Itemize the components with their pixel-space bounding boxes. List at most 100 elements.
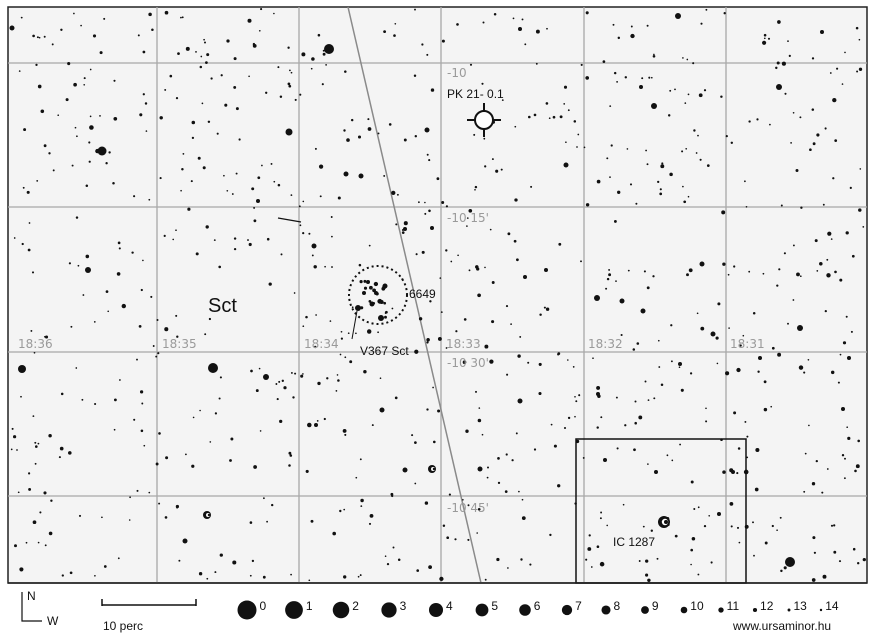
star [116,272,121,276]
star [705,8,708,11]
star [252,42,256,46]
star [428,159,431,162]
star [324,265,326,268]
star [112,181,115,185]
star [331,235,333,238]
star [656,557,659,560]
star [477,466,483,472]
star [592,357,594,360]
star [559,115,563,119]
star [343,171,349,177]
star [650,76,653,79]
star [574,395,576,398]
star [416,569,420,572]
star [301,52,306,57]
star [107,310,110,313]
star [647,463,649,465]
star [113,116,118,121]
star [367,127,372,131]
star [128,519,131,521]
star [548,117,551,120]
star [232,560,237,565]
star [787,40,789,42]
star [796,272,800,277]
star [258,367,261,370]
star [413,74,417,78]
star [164,327,169,332]
star [538,391,542,396]
star [855,26,859,30]
star [249,574,252,577]
open-cluster-icon[interactable] [348,265,408,325]
nebula-icon[interactable] [658,516,670,528]
star [289,69,291,72]
star [208,317,212,321]
star [377,132,380,135]
star [141,402,144,405]
star [331,266,333,268]
star [119,379,121,381]
star [39,511,42,514]
planetary-nebula-icon[interactable] [467,103,501,137]
star [850,330,853,333]
star [729,502,734,506]
star [578,394,581,397]
star [613,71,617,75]
star [841,453,845,457]
star [728,327,730,329]
star [233,247,237,251]
star [202,166,206,170]
star [180,16,182,19]
star [710,561,713,564]
star [788,54,791,58]
star [545,102,549,105]
star [319,195,322,198]
star [397,558,401,562]
star [477,507,481,511]
star [484,578,487,581]
star [603,458,607,462]
star [436,177,440,181]
star [137,34,140,37]
star [37,541,40,544]
star [52,169,55,172]
star [811,108,815,111]
star [543,306,546,309]
star [826,258,829,261]
star [105,162,108,165]
star [800,206,803,209]
star [140,288,143,292]
star [326,377,329,380]
star [596,426,599,429]
star [76,135,78,138]
star [82,294,85,296]
star [636,342,640,345]
star [693,129,696,132]
star [456,23,459,26]
star [630,25,633,28]
star [60,392,64,396]
star [474,185,478,189]
star [266,237,270,241]
magnitude-label: 6 [534,599,541,613]
star [366,280,370,284]
star [317,381,321,386]
star [617,190,621,194]
star [463,318,467,321]
constellation-boundary-tick [277,217,302,223]
star [213,239,216,242]
star [34,441,37,444]
star [675,13,681,19]
star [839,278,843,282]
star [809,148,812,152]
star [627,269,630,272]
star [533,113,537,117]
star [336,374,339,376]
star [690,480,694,484]
star [730,525,733,528]
star [219,376,222,379]
magnitude-label: 7 [575,599,582,613]
star [360,505,363,508]
star [89,68,92,71]
star [613,219,617,223]
